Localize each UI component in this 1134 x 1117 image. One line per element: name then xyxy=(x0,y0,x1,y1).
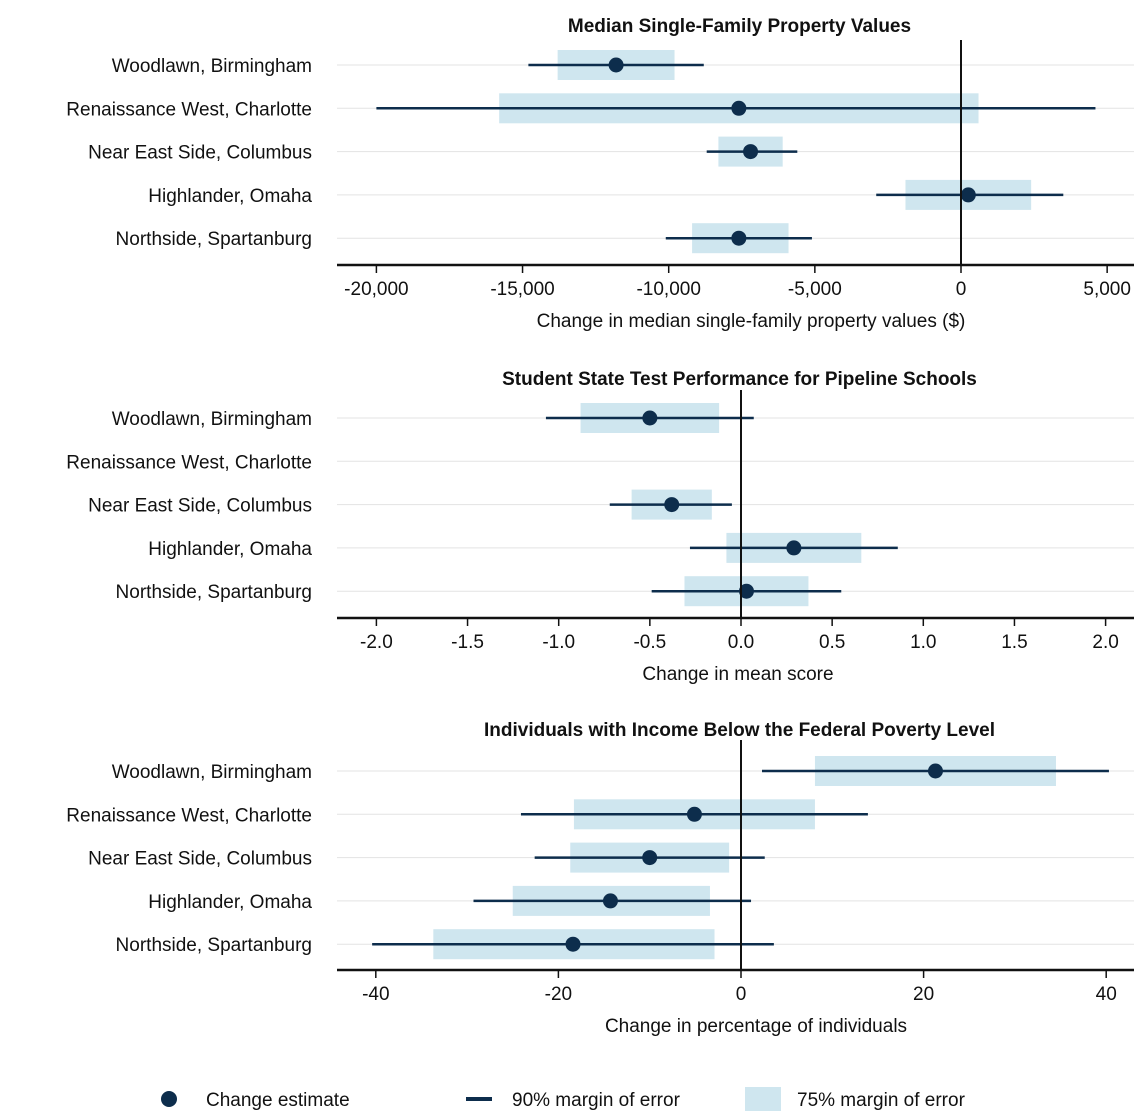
x-tick-label: 20 xyxy=(913,984,934,1005)
x-tick-label: -5,000 xyxy=(788,279,842,300)
x-tick-label: -2.0 xyxy=(360,632,393,653)
estimate-point-woodlawn-birmingham xyxy=(608,57,624,73)
x-tick-label: -10,000 xyxy=(636,279,700,300)
chart-panel: Median Single-Family Property Values Wood… xyxy=(66,16,1134,332)
chart-title: Individuals with Income Below the Federa… xyxy=(484,720,995,741)
chart-panels: Median Single-Family Property Values Wood… xyxy=(66,16,1134,1037)
x-tick-label: 0 xyxy=(736,984,747,1005)
estimate-point-woodlawn-birmingham xyxy=(927,763,943,779)
x-tick-label: 1.0 xyxy=(910,632,936,653)
category-label-renaissance-west-charlotte: Renaissance West, Charlotte xyxy=(66,805,312,826)
x-tick-label: 2.0 xyxy=(1092,632,1118,653)
x-tick-label: -15,000 xyxy=(490,279,554,300)
category-label-northside-spartanburg: Northside, Spartanburg xyxy=(116,229,312,250)
category-label-woodlawn-birmingham: Woodlawn, Birmingham xyxy=(112,56,312,77)
category-label-northside-spartanburg: Northside, Spartanburg xyxy=(116,935,312,956)
estimate-point-highlander-omaha xyxy=(786,540,802,556)
estimate-point-near-east-side-columbus xyxy=(664,497,680,513)
estimate-point-woodlawn-birmingham xyxy=(642,410,658,426)
category-label-near-east-side-columbus: Near East Side, Columbus xyxy=(88,496,312,517)
x-tick-label: -20,000 xyxy=(344,279,408,300)
legend-ci75-marker xyxy=(745,1087,781,1111)
x-axis-label: Change in percentage of individuals xyxy=(605,1016,907,1037)
category-label-highlander-omaha: Highlander, Omaha xyxy=(148,892,312,913)
estimate-point-highlander-omaha xyxy=(960,187,976,203)
chart-title: Student State Test Performance for Pipel… xyxy=(502,369,977,390)
estimate-point-northside-spartanburg xyxy=(738,583,754,599)
x-tick-label: 5,000 xyxy=(1083,279,1131,300)
x-tick-label: 40 xyxy=(1096,984,1117,1005)
x-tick-label: -20 xyxy=(545,984,572,1005)
chart-panel: Individuals with Income Below the Federa… xyxy=(66,720,1134,1037)
legend-estimate-marker xyxy=(161,1091,177,1107)
x-axis-label: Change in mean score xyxy=(642,664,833,685)
x-tick-label: -40 xyxy=(362,984,389,1005)
chart-title: Median Single-Family Property Values xyxy=(568,16,911,37)
x-axis-label: Change in median single-family property … xyxy=(537,311,966,332)
category-label-near-east-side-columbus: Near East Side, Columbus xyxy=(88,849,312,870)
category-label-highlander-omaha: Highlander, Omaha xyxy=(148,539,312,560)
x-tick-label: -1.0 xyxy=(542,632,575,653)
category-label-renaissance-west-charlotte: Renaissance West, Charlotte xyxy=(66,99,312,120)
x-tick-label: 0.5 xyxy=(819,632,845,653)
estimate-point-near-east-side-columbus xyxy=(743,144,759,160)
estimate-point-near-east-side-columbus xyxy=(642,850,658,866)
estimate-point-highlander-omaha xyxy=(602,893,618,909)
legend: Change estimate 90% margin of error 75% … xyxy=(161,1087,966,1111)
estimate-point-northside-spartanburg xyxy=(731,230,747,246)
estimate-point-renaissance-west-charlotte xyxy=(686,806,702,822)
legend-ci90-label: 90% margin of error xyxy=(512,1090,681,1111)
x-tick-label: 0.0 xyxy=(728,632,754,653)
category-label-northside-spartanburg: Northside, Spartanburg xyxy=(116,582,312,603)
category-label-renaissance-west-charlotte: Renaissance West, Charlotte xyxy=(66,452,312,473)
estimate-point-renaissance-west-charlotte xyxy=(731,100,747,116)
category-label-near-east-side-columbus: Near East Side, Columbus xyxy=(88,143,312,164)
estimate-point-northside-spartanburg xyxy=(565,936,581,952)
category-label-highlander-omaha: Highlander, Omaha xyxy=(148,186,312,207)
x-tick-label: 0 xyxy=(956,279,967,300)
category-label-woodlawn-birmingham: Woodlawn, Birmingham xyxy=(112,762,312,783)
legend-estimate-label: Change estimate xyxy=(206,1090,350,1111)
category-label-woodlawn-birmingham: Woodlawn, Birmingham xyxy=(112,409,312,430)
chart-panel: Student State Test Performance for Pipel… xyxy=(66,369,1134,685)
legend-ci75-label: 75% margin of error xyxy=(797,1090,966,1111)
x-tick-label: -0.5 xyxy=(633,632,666,653)
x-tick-label: 1.5 xyxy=(1001,632,1027,653)
x-tick-label: -1.5 xyxy=(451,632,484,653)
